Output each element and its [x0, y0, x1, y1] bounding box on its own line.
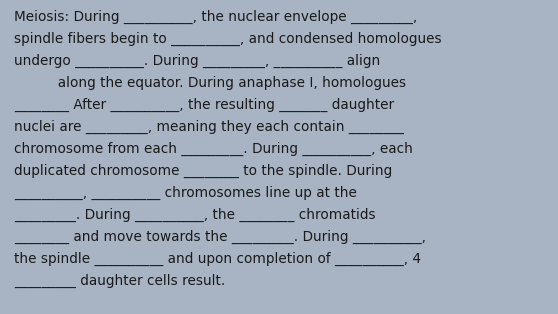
Text: Meiosis: During __________, the nuclear envelope _________,: Meiosis: During __________, the nuclear …: [14, 10, 417, 24]
Text: along the equator. During anaphase I, homologues: along the equator. During anaphase I, ho…: [14, 76, 406, 90]
Text: spindle fibers begin to __________, and condensed homologues: spindle fibers begin to __________, and …: [14, 32, 441, 46]
Text: ________ and move towards the _________. During __________,: ________ and move towards the _________.…: [14, 230, 426, 244]
Text: _________ daughter cells result.: _________ daughter cells result.: [14, 274, 225, 288]
Text: undergo __________. During _________, __________ align: undergo __________. During _________, __…: [14, 54, 380, 68]
Text: duplicated chromosome ________ to the spindle. During: duplicated chromosome ________ to the sp…: [14, 164, 392, 178]
Text: the spindle __________ and upon completion of __________, 4: the spindle __________ and upon completi…: [14, 252, 421, 266]
Text: nuclei are _________, meaning they each contain ________: nuclei are _________, meaning they each …: [14, 120, 404, 134]
Text: ________ After __________, the resulting _______ daughter: ________ After __________, the resulting…: [14, 98, 394, 112]
Text: chromosome from each _________. During __________, each: chromosome from each _________. During _…: [14, 142, 413, 156]
Text: __________, __________ chromosomes line up at the: __________, __________ chromosomes line …: [14, 186, 357, 200]
Text: _________. During __________, the ________ chromatids: _________. During __________, the ______…: [14, 208, 376, 222]
